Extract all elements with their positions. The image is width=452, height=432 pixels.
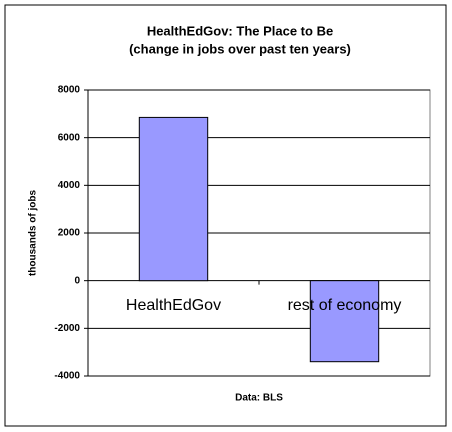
y-tick-label: 8000 — [58, 85, 81, 96]
bar — [138, 116, 209, 282]
bar — [309, 280, 380, 363]
y-tick-label: -4000 — [54, 371, 80, 382]
chart-subtitle: (change in jobs over past ten years) — [129, 41, 351, 56]
y-tick-label: 2000 — [58, 228, 81, 239]
y-tick-label: -2000 — [54, 323, 80, 334]
x-axis-label: Data: BLS — [235, 393, 283, 404]
x-tick-label: rest of economy — [288, 297, 402, 314]
y-axis-label: thousands of jobs — [28, 190, 39, 277]
chart-title: HealthEdGov: The Place to Be — [147, 23, 333, 38]
x-tick-label: HealthEdGov — [126, 297, 221, 314]
y-tick-label: 6000 — [58, 132, 81, 143]
y-tick-label: 4000 — [58, 180, 81, 191]
y-tick-label: 0 — [74, 275, 80, 286]
